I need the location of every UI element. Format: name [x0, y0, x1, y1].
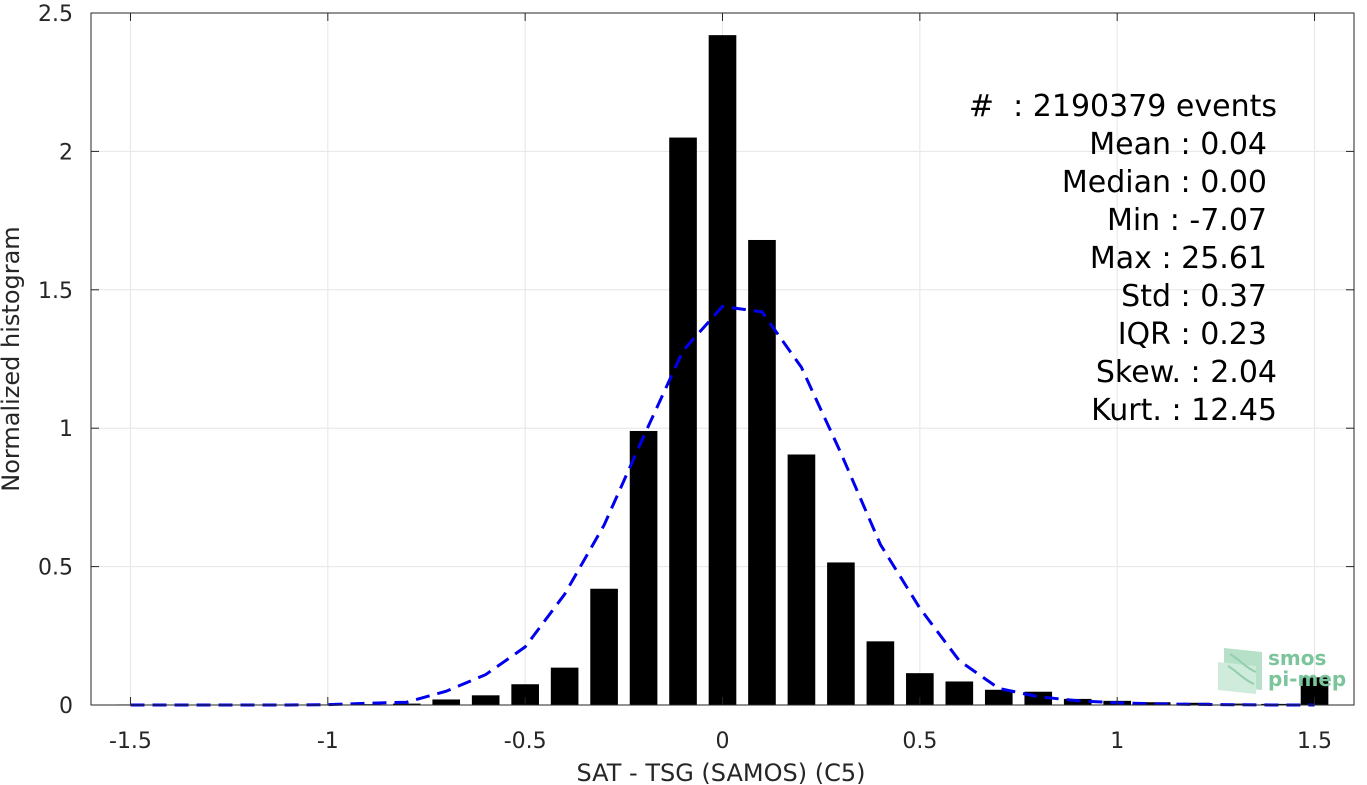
logo-text-line2: pi-mep [1268, 667, 1346, 691]
histogram-bar [550, 667, 579, 705]
histogram-bar [590, 588, 618, 705]
y-tick-labels: 0 0.5 1 1.5 2 2.5 [38, 2, 73, 719]
histogram-bar [1182, 702, 1210, 705]
smos-pimep-logo: smos pi-mep [1218, 646, 1346, 694]
histogram-bar [787, 454, 816, 705]
histogram-bar [945, 681, 974, 705]
histogram-bar [392, 703, 421, 705]
stats-box: # : 2190379 events Mean : 0.04 Median : … [969, 89, 1277, 428]
x-tick-labels: -1.5 -1 -0.5 0 0.5 1 1.5 [109, 729, 1332, 754]
y-tick-label: 2.5 [38, 2, 73, 27]
y-tick-label: 1.5 [38, 279, 73, 304]
histogram-bar [748, 239, 776, 705]
histogram-bar [432, 699, 461, 705]
stat-kurt: Kurt. : 12.45 [1091, 393, 1277, 428]
axis-ticks [91, 12, 1354, 706]
stat-skew: Skew. : 2.04 [1096, 355, 1277, 390]
x-tick-label: 0.5 [902, 729, 937, 754]
stat-iqr: IQR : 0.23 [1118, 317, 1267, 352]
x-axis-label: SAT - TSG (SAMOS) (C5) [577, 759, 866, 785]
histogram-bar [984, 689, 1013, 705]
histogram-bar [708, 35, 737, 706]
histogram-bar [1221, 703, 1250, 705]
x-tick-label: 1 [1110, 729, 1124, 754]
stat-min: Min : -7.07 [1107, 203, 1267, 238]
stat-median: Median : 0.00 [1062, 165, 1267, 200]
x-tick-label: 1.5 [1297, 729, 1332, 754]
y-tick-label: 1 [59, 417, 73, 442]
stat-events: # : 2190379 events [969, 89, 1277, 124]
logo-text-line1: smos [1268, 646, 1326, 670]
histogram-bar [511, 684, 539, 705]
x-tick-label: 0 [716, 729, 730, 754]
stat-mean: Mean : 0.04 [1089, 127, 1267, 162]
histogram-bar [471, 695, 500, 705]
histogram-bar [669, 137, 697, 705]
stat-std: Std : 0.37 [1121, 279, 1267, 314]
x-tick-label: -1 [317, 729, 339, 754]
stat-max: Max : 25.61 [1090, 241, 1267, 276]
histogram-bar [629, 430, 658, 705]
y-tick-label: 0 [59, 694, 73, 719]
y-tick-label: 2 [59, 140, 73, 165]
histogram-bar [827, 562, 855, 705]
x-tick-label: -0.5 [504, 729, 547, 754]
histogram-bars [116, 35, 1329, 706]
smos-pimep-logo-icon [1218, 648, 1262, 694]
y-tick-label: 0.5 [38, 556, 73, 581]
y-axis-label: Normalized histogram [0, 226, 25, 491]
x-tick-label: -1.5 [109, 729, 152, 754]
histogram-bar [866, 641, 895, 705]
